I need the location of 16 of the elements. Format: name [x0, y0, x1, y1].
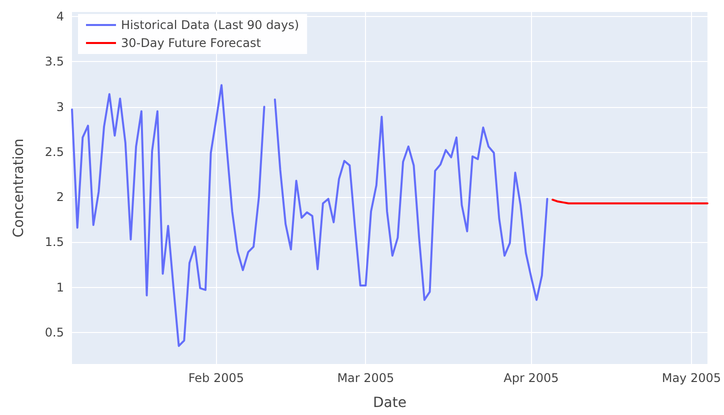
- y-tick-label: 1: [56, 280, 64, 294]
- y-tick-label: 2.5: [44, 144, 64, 159]
- y-tick-label: 1.5: [44, 235, 64, 250]
- x-tick-label: Apr 2005: [504, 371, 559, 385]
- y-tick-label: 0.5: [44, 325, 64, 340]
- legend-label: Historical Data (Last 90 days): [121, 18, 300, 32]
- x-axis-title: Date: [372, 395, 406, 411]
- x-tick-label: Mar 2005: [337, 371, 394, 385]
- x-tick-label: May 2005: [662, 371, 722, 385]
- x-tick-label: Feb 2005: [188, 371, 244, 385]
- y-tick-label: 4: [56, 10, 64, 24]
- y-tick-label: 3: [56, 100, 64, 114]
- y-tick-label: 2: [56, 190, 64, 204]
- y-axis-title: Concentration: [11, 138, 27, 238]
- legend-label: 30-Day Future Forecast: [121, 36, 262, 50]
- y-tick-label: 3.5: [44, 54, 64, 69]
